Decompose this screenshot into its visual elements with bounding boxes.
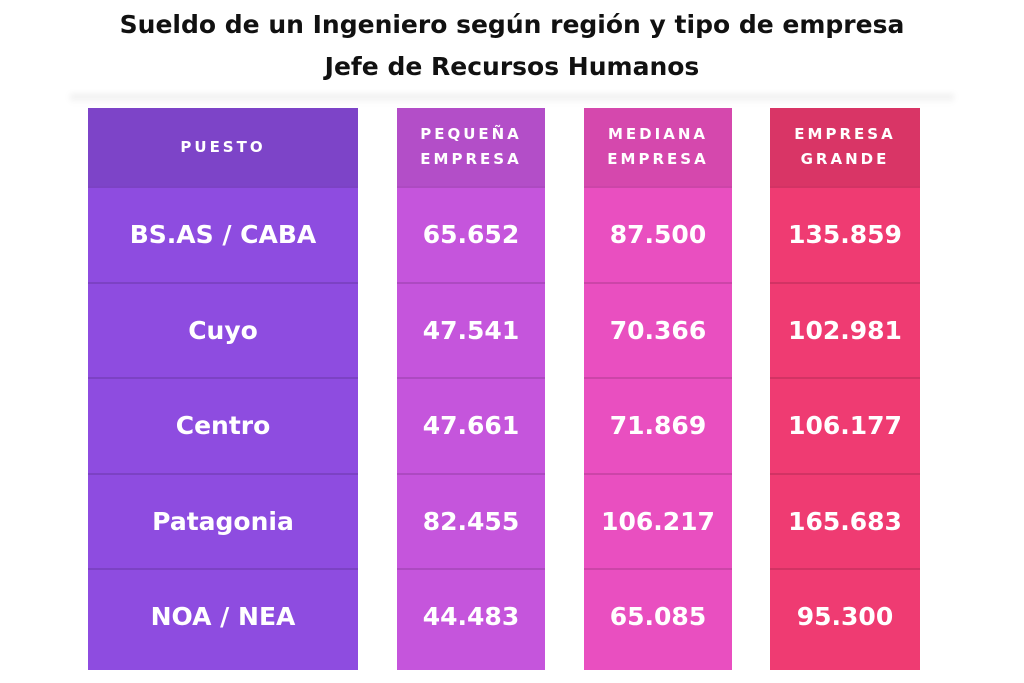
cell-value: 65.652 — [397, 186, 545, 282]
cell-value: 102.981 — [770, 281, 920, 378]
header-shadow — [70, 94, 954, 104]
column-pequena-empresa: PEQUEÑA EMPRESA 65.652 47.541 47.661 82.… — [397, 108, 545, 670]
column-header-puesto: PUESTO — [88, 108, 358, 186]
cell-value: 82.455 — [397, 472, 545, 569]
column-puesto: PUESTO BS.AS / CABA Cuyo Centro Patagoni… — [88, 108, 358, 670]
cell-value: 70.366 — [584, 281, 732, 378]
cell-value: 106.177 — [770, 377, 920, 473]
cell-value: 47.661 — [397, 377, 545, 473]
cell-region: Centro — [88, 377, 358, 473]
cell-region: Cuyo — [88, 281, 358, 378]
chart-title: Sueldo de un Ingeniero según región y ti… — [119, 10, 905, 39]
chart-subtitle: Jefe de Recursos Humanos — [324, 52, 700, 81]
cell-region: NOA / NEA — [88, 568, 358, 664]
cell-value: 47.541 — [397, 281, 545, 378]
column-mediana-empresa: MEDIANA EMPRESA 87.500 70.366 71.869 106… — [584, 108, 732, 670]
cell-value: 95.300 — [770, 568, 920, 664]
cell-value: 71.869 — [584, 377, 732, 473]
column-header-empresa-grande: EMPRESA GRANDE — [770, 108, 920, 186]
column-header-pequena-empresa: PEQUEÑA EMPRESA — [397, 108, 545, 186]
cell-value: 87.500 — [584, 186, 732, 282]
cell-region: BS.AS / CABA — [88, 186, 358, 282]
column-empresa-grande: EMPRESA GRANDE 135.859 102.981 106.177 1… — [770, 108, 920, 670]
cell-value: 165.683 — [770, 472, 920, 569]
column-header-mediana-empresa: MEDIANA EMPRESA — [584, 108, 732, 186]
cell-value: 65.085 — [584, 568, 732, 664]
cell-value: 135.859 — [770, 186, 920, 282]
cell-value: 44.483 — [397, 568, 545, 664]
cell-region: Patagonia — [88, 472, 358, 569]
cell-value: 106.217 — [584, 472, 732, 569]
